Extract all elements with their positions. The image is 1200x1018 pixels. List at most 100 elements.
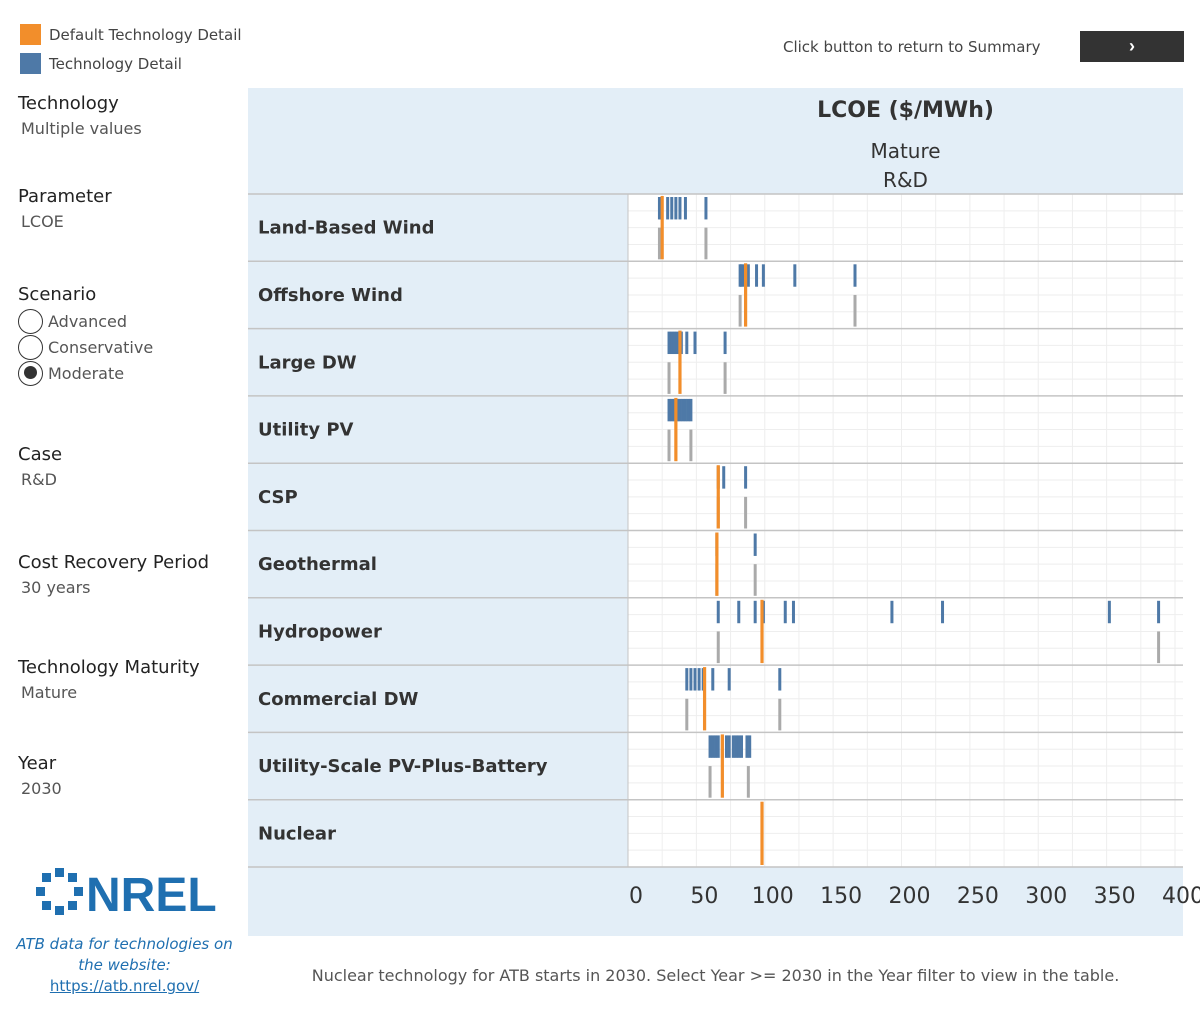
detail-marker[interactable] (746, 264, 750, 287)
detail-marker[interactable] (683, 197, 687, 220)
detail-marker[interactable] (685, 668, 689, 691)
detail-marker[interactable] (681, 398, 685, 422)
detail-marker[interactable] (737, 735, 741, 758)
detail-marker[interactable] (727, 735, 731, 758)
detail-marker[interactable] (941, 600, 945, 624)
default-marker[interactable] (715, 532, 719, 596)
detail-marker[interactable] (1107, 600, 1111, 624)
detail-marker[interactable] (697, 668, 701, 691)
detail-marker[interactable] (693, 668, 697, 691)
row-label[interactable]: Hydropower (258, 621, 382, 642)
detail-marker[interactable] (740, 264, 744, 287)
default-marker[interactable] (660, 196, 664, 260)
row-label[interactable]: Land-Based Wind (258, 218, 434, 239)
row-label[interactable]: CSP (258, 487, 298, 508)
detail-marker[interactable] (724, 735, 728, 758)
year-filter[interactable]: Year 2030 (18, 753, 62, 798)
detail-marker[interactable] (689, 398, 693, 422)
default-marker[interactable] (744, 263, 748, 327)
row-label[interactable]: Commercial DW (258, 689, 419, 710)
detail-marker[interactable] (678, 197, 682, 220)
detail-marker[interactable] (670, 331, 674, 355)
default-marker[interactable] (720, 734, 724, 798)
detail-marker[interactable] (689, 668, 693, 691)
range-marker[interactable] (723, 362, 727, 394)
detail-marker[interactable] (714, 735, 718, 758)
detail-marker[interactable] (727, 668, 731, 691)
detail-marker[interactable] (674, 197, 678, 220)
detail-marker[interactable] (670, 197, 674, 220)
detail-marker[interactable] (793, 264, 797, 287)
case-filter-value[interactable]: R&D (21, 470, 57, 489)
detail-marker[interactable] (761, 264, 765, 287)
row-label[interactable]: Geothermal (258, 554, 377, 575)
detail-marker[interactable] (672, 331, 676, 355)
row-label[interactable]: Nuclear (258, 823, 336, 844)
default-marker[interactable] (716, 465, 720, 529)
detail-marker[interactable] (734, 735, 738, 758)
scenario-option-conservative[interactable]: Conservative (18, 334, 153, 360)
range-marker[interactable] (657, 227, 661, 260)
range-marker[interactable] (708, 766, 712, 798)
range-marker[interactable] (753, 564, 757, 596)
scenario-option-advanced[interactable]: Advanced (18, 308, 153, 334)
radio-checked-icon[interactable] (18, 360, 43, 386)
detail-marker[interactable] (744, 466, 748, 489)
detail-marker[interactable] (1157, 600, 1161, 624)
detail-marker[interactable] (711, 735, 715, 758)
scenario-option-moderate[interactable]: Moderate (18, 360, 153, 386)
detail-marker[interactable] (753, 600, 757, 624)
detail-marker[interactable] (716, 735, 720, 758)
detail-marker[interactable] (722, 466, 726, 489)
detail-marker[interactable] (745, 735, 749, 758)
atb-website-link[interactable]: https://atb.nrel.gov/ (49, 977, 200, 995)
range-marker[interactable] (716, 631, 720, 664)
range-marker[interactable] (778, 698, 782, 731)
technology-filter[interactable]: Technology Multiple values (18, 93, 142, 138)
detail-marker[interactable] (778, 668, 782, 691)
detail-marker[interactable] (731, 735, 735, 758)
legend-item-detail[interactable]: Technology Detail (20, 49, 242, 78)
row-label[interactable]: Offshore Wind (258, 285, 403, 306)
detail-marker[interactable] (708, 735, 712, 758)
range-marker[interactable] (704, 227, 708, 260)
row-label[interactable]: Utility PV (258, 420, 354, 441)
return-to-summary-button[interactable]: › (1080, 31, 1184, 62)
range-marker[interactable] (667, 429, 671, 462)
default-marker[interactable] (674, 397, 678, 462)
detail-marker[interactable] (666, 197, 670, 220)
detail-marker[interactable] (791, 600, 795, 624)
detail-marker[interactable] (748, 735, 752, 758)
maturity-filter[interactable]: Technology Maturity Mature (18, 657, 200, 702)
radio-icon[interactable] (18, 308, 43, 334)
legend-item-default[interactable]: Default Technology Detail (20, 20, 242, 49)
range-marker[interactable] (667, 362, 671, 394)
radio-icon[interactable] (18, 334, 43, 360)
detail-marker[interactable] (711, 668, 715, 691)
parameter-filter-value[interactable]: LCOE (21, 212, 64, 231)
detail-marker[interactable] (783, 600, 787, 624)
range-marker[interactable] (744, 496, 748, 529)
parameter-filter[interactable]: Parameter LCOE (18, 186, 112, 231)
range-marker[interactable] (689, 429, 693, 462)
detail-marker[interactable] (740, 735, 744, 758)
range-marker[interactable] (746, 766, 750, 798)
detail-marker[interactable] (755, 264, 759, 287)
row-label[interactable]: Utility-Scale PV-Plus-Battery (258, 756, 548, 777)
default-marker[interactable] (702, 667, 707, 731)
detail-marker[interactable] (667, 331, 671, 355)
detail-marker[interactable] (670, 398, 674, 422)
detail-marker[interactable] (723, 331, 727, 355)
range-marker[interactable] (738, 294, 742, 327)
detail-marker[interactable] (704, 197, 708, 220)
detail-marker[interactable] (678, 398, 682, 422)
year-filter-value[interactable]: 2030 (21, 779, 62, 798)
range-marker[interactable] (685, 698, 689, 731)
detail-marker[interactable] (737, 600, 741, 624)
detail-marker[interactable] (890, 600, 894, 624)
range-marker[interactable] (853, 294, 857, 327)
detail-marker[interactable] (716, 600, 720, 624)
detail-marker[interactable] (853, 264, 857, 287)
case-filter[interactable]: Case R&D (18, 444, 62, 489)
default-marker[interactable] (678, 330, 682, 394)
